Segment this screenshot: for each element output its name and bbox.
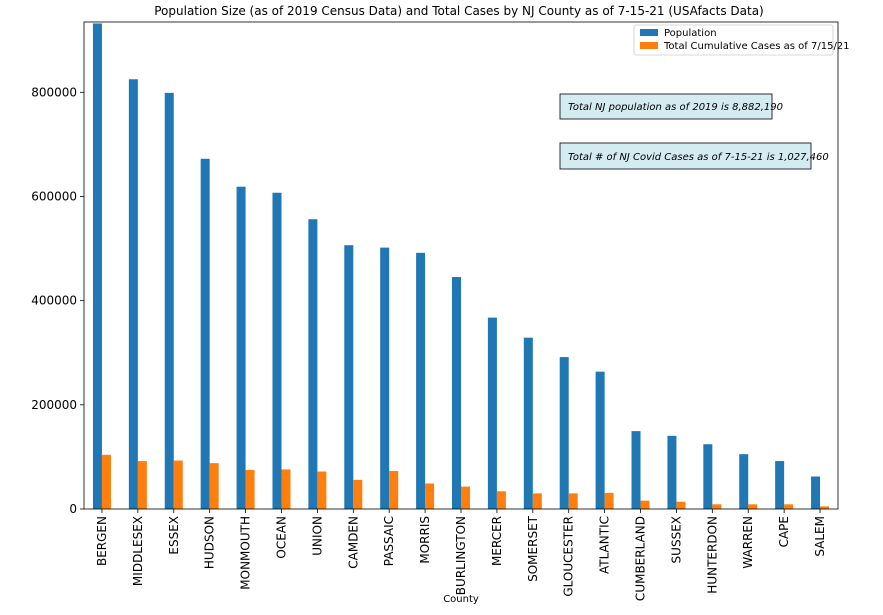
bar-population-bergen: [92, 23, 102, 510]
bar-cases-essex: [173, 460, 183, 509]
bar-population-monmouth: [236, 186, 246, 509]
x-tick-label-cape: CAPE: [777, 516, 791, 547]
bar-cases-monmouth: [245, 469, 255, 509]
bar-population-somerset: [523, 337, 533, 509]
annotation-population-box: [559, 93, 773, 120]
legend: Population Total Cumulative Cases as of …: [633, 24, 850, 56]
bar-population-cumberland: [631, 431, 641, 509]
bar-population-hudson: [200, 158, 210, 509]
bar-population-atlantic: [595, 371, 605, 509]
bar-population-sussex: [667, 435, 677, 509]
bar-cases-middlesex: [137, 461, 147, 509]
bar-population-union: [308, 219, 318, 510]
y-tick-label: 200000: [31, 398, 77, 412]
x-tick-label-passaic: PASSAIC: [382, 516, 396, 566]
x-tick-label-atlantic: ATLANTIC: [598, 516, 612, 574]
bar-population-hunterdon: [703, 444, 713, 509]
x-tick-label-union: UNION: [310, 516, 324, 556]
legend-label-cases: Total Cumulative Cases as of 7/15/21: [663, 41, 850, 52]
bar-population-mercer: [487, 317, 497, 509]
x-tick-label-hunterdon: HUNTERDON: [705, 516, 719, 594]
bar-cases-passaic: [389, 470, 399, 509]
bar-cases-cape: [784, 504, 794, 509]
x-tick-label-ocean: OCEAN: [274, 516, 288, 559]
x-tick-label-cumberland: CUMBERLAND: [634, 516, 648, 601]
bar-population-morris: [416, 252, 426, 509]
x-tick-label-middlesex: MIDDLESEX: [131, 516, 145, 586]
legend-label-population: Population: [664, 28, 717, 39]
y-tick-label: 600000: [31, 189, 77, 203]
bar-population-passaic: [380, 247, 390, 509]
annotation-cases: Total # of NJ Covid Cases as of 7-15-21 …: [559, 142, 829, 170]
bar-population-essex: [164, 92, 174, 509]
x-tick-label-warren: WARREN: [741, 516, 755, 569]
x-tick-label-essex: ESSEX: [167, 516, 181, 555]
y-tick-label: 800000: [31, 85, 77, 99]
bar-population-salem: [811, 476, 821, 509]
x-tick-label-salem: SALEM: [813, 516, 827, 557]
bar-cases-hudson: [209, 463, 219, 509]
bar-population-cape: [775, 461, 785, 509]
bar-cases-warren: [748, 504, 758, 509]
x-tick-label-gloucester: GLOUCESTER: [562, 516, 576, 597]
legend-box: [633, 24, 834, 56]
annotation-cases-text: Total # of NJ Covid Cases as of 7-15-21 …: [568, 152, 829, 163]
bar-cases-gloucester: [568, 493, 578, 509]
x-tick-label-mercer: MERCER: [490, 516, 504, 566]
y-axis: 0 200000 400000 600000 800000: [31, 85, 84, 516]
bar-cases-burlington: [461, 486, 470, 509]
x-tick-label-morris: MORRIS: [418, 516, 432, 564]
y-tick-label: 0: [69, 502, 77, 516]
x-tick-label-hudson: HUDSON: [203, 516, 217, 569]
bar-population-burlington: [452, 277, 461, 509]
bar-population-ocean: [272, 192, 282, 510]
x-tick-label-camden: CAMDEN: [346, 516, 360, 569]
bar-population-camden: [344, 245, 354, 509]
bar-cases-bergen: [101, 454, 111, 509]
legend-swatch-cases: [640, 42, 658, 49]
bar-cases-salem: [820, 506, 830, 509]
bar-cases-somerset: [532, 493, 542, 509]
x-axis: BERGEN MIDDLESEX ESSEX HUDSON MONMOUTH OCEAN U…: [95, 509, 827, 601]
bar-cases-ocean: [281, 469, 291, 509]
annotation-population: Total NJ population as of 2019 is 8,882,…: [559, 93, 783, 120]
x-axis-label: County: [443, 594, 479, 605]
bar-population-warren: [739, 454, 749, 509]
x-tick-label-burlington: BURLINGTON: [454, 516, 468, 595]
bars: [92, 23, 830, 510]
x-tick-label-bergen: BERGEN: [95, 516, 109, 566]
annotation-population-text: Total NJ population as of 2019 is 8,882,…: [568, 102, 783, 113]
bar-cases-sussex: [676, 501, 686, 509]
bar-cases-union: [317, 471, 327, 509]
x-tick-label-somerset: SOMERSET: [526, 515, 540, 582]
bar-cases-atlantic: [604, 492, 614, 509]
bar-cases-hunterdon: [712, 504, 722, 509]
x-tick-label-sussex: SUSSEX: [669, 516, 683, 563]
bar-cases-camden: [353, 479, 363, 509]
bar-population-middlesex: [128, 79, 138, 509]
chart-title: Population Size (as of 2019 Census Data)…: [154, 4, 763, 18]
x-tick-label-monmouth: MONMOUTH: [239, 516, 253, 590]
y-tick-label: 400000: [31, 294, 77, 308]
bar-population-gloucester: [559, 357, 569, 509]
annotation-cases-box: [559, 142, 812, 170]
bar-cases-morris: [425, 483, 435, 509]
plot-frame: [83, 21, 839, 510]
bar-cases-cumberland: [640, 500, 650, 509]
bar-cases-mercer: [496, 491, 506, 509]
legend-swatch-population: [640, 29, 658, 36]
